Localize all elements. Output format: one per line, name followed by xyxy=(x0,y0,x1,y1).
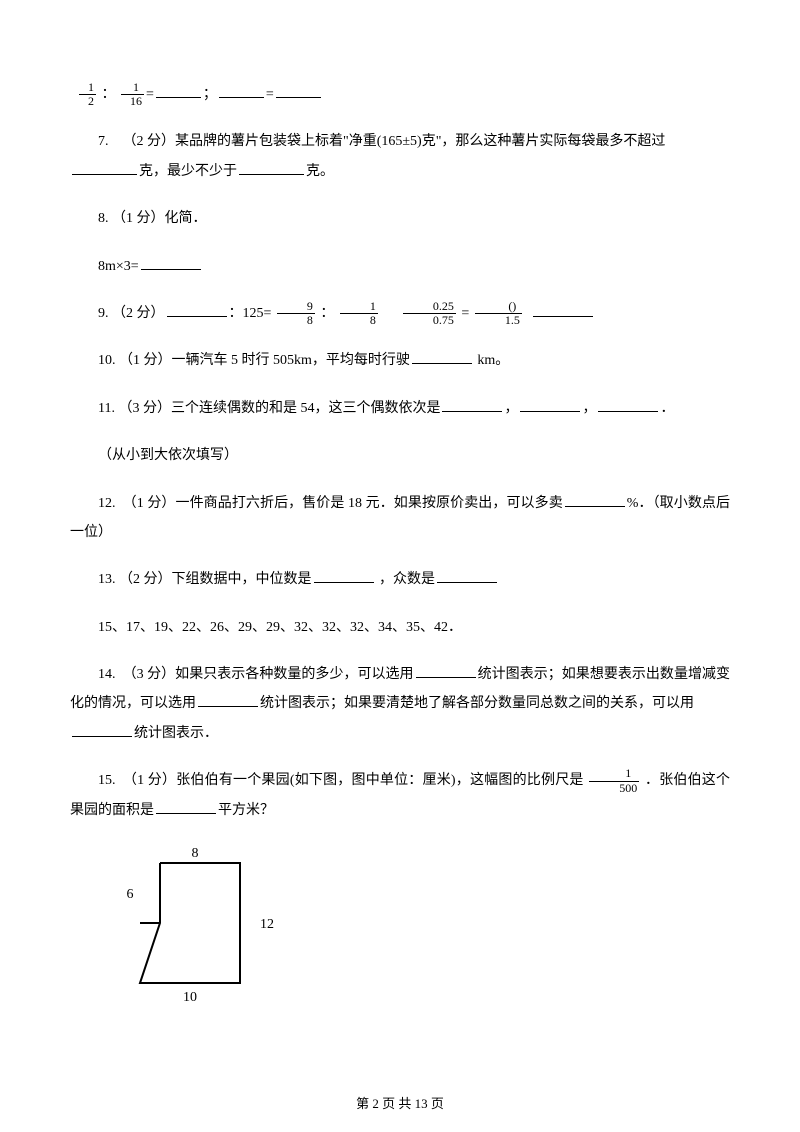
label: 9. xyxy=(98,306,109,321)
text: 某品牌的薯片包装袋上标着"净重(165±5)克"，那么这种薯片实际每袋最多不超过 xyxy=(175,134,665,149)
question-10: 10. （1 分）一辆汽车 5 时行 505km，平均每时行驶 km。 xyxy=(70,346,730,375)
text: 克。 xyxy=(306,164,334,179)
page: 1 2 ： 1 16 =；= 7. （2 分）某品牌的薯片包装袋上标着"净重(1… xyxy=(0,0,800,1132)
text: 下组数据中，中位数是 xyxy=(172,572,312,587)
points: （3 分） xyxy=(123,667,176,682)
expr: 8m×3= xyxy=(98,259,139,274)
text: 克，最少不少于 xyxy=(139,164,237,179)
fraction: ()1.5 xyxy=(475,300,522,327)
blank xyxy=(533,302,593,317)
label: 13. xyxy=(98,572,116,587)
fraction: 1500 xyxy=(589,767,639,794)
blank xyxy=(412,349,472,364)
text: 化简． xyxy=(165,211,207,226)
sep: ， xyxy=(582,401,596,416)
colon: ： xyxy=(102,87,116,102)
unit: km。 xyxy=(474,353,509,368)
question-13-data: 15、17、19、22、26、29、29、32、32、32、34、35、42． xyxy=(70,613,730,642)
label-left: 6 xyxy=(127,887,134,902)
label: 11. xyxy=(98,401,115,416)
label: 10. xyxy=(98,353,116,368)
text: 张伯伯有一个果园(如下图，图中单位：厘米)，这幅图的比例尺是 xyxy=(176,773,587,788)
eq: = xyxy=(461,306,469,321)
text: 如果只表示各种数量的多少，可以选用 xyxy=(175,667,413,682)
label-right: 12 xyxy=(260,917,274,932)
blank xyxy=(156,799,216,814)
label-bottom: 10 xyxy=(183,990,197,1005)
blank xyxy=(598,397,658,412)
page-footer: 第 2 页 共 13 页 xyxy=(0,1093,800,1112)
fraction: 18 xyxy=(340,300,378,327)
question-11: 11. （3 分）三个连续偶数的和是 54，这三个偶数依次是 ， ， ． xyxy=(70,394,730,423)
note: （从小到大依次填写） xyxy=(98,448,238,463)
footer-suffix: 页 xyxy=(428,1096,444,1111)
question-14: 14. （3 分）如果只表示各种数量的多少，可以选用统计图表示；如果想要表示出数… xyxy=(70,660,730,748)
question-9: 9. （2 分） ：125= 98 ： 18 0.250.75 = ()1.5 xyxy=(70,299,730,328)
question-12: 12. （1 分）一件商品打六折后，售价是 18 元．如果按原价卖出，可以多卖%… xyxy=(70,489,730,548)
points: （2 分） xyxy=(119,572,172,587)
end: ． xyxy=(660,401,674,416)
question-6-fragment: 1 2 ： 1 16 =；= xyxy=(70,80,730,109)
text: 平方米？ xyxy=(218,803,274,818)
sep: ， xyxy=(504,401,518,416)
fraction: 1 2 xyxy=(79,81,96,108)
text: 一件商品打六折后，售价是 18 元．如果按原价卖出，可以多卖 xyxy=(176,496,563,511)
label: 14. xyxy=(98,667,116,682)
text: 一辆汽车 5 时行 505km，平均每时行驶 xyxy=(172,353,410,368)
blank xyxy=(72,722,132,737)
blank xyxy=(219,83,264,98)
blank xyxy=(416,663,476,678)
text: 统计图表示；如果要清楚地了解各部分数量同总数之间的关系，可以用 xyxy=(260,696,694,711)
points: （3 分） xyxy=(118,401,171,416)
blank xyxy=(314,568,374,583)
label-top: 8 xyxy=(192,846,199,861)
points: （1 分） xyxy=(112,211,165,226)
colon: ： xyxy=(320,306,334,321)
points: （1 分） xyxy=(123,773,176,788)
blank xyxy=(276,83,321,98)
label: 8. xyxy=(98,211,109,226)
fraction: 1 16 xyxy=(121,81,144,108)
points: （1 分） xyxy=(123,496,176,511)
fraction: 98 xyxy=(277,300,315,327)
label: 12. xyxy=(98,496,116,511)
text: 三个连续偶数的和是 54，这三个偶数依次是 xyxy=(171,401,441,416)
orchard-figure: 8 6 12 10 xyxy=(110,843,730,1013)
question-7: 7. （2 分）某品牌的薯片包装袋上标着"净重(165±5)克"，那么这种薯片实… xyxy=(70,127,730,186)
question-8-expr: 8m×3= xyxy=(70,252,730,281)
text: ：125= xyxy=(229,306,272,321)
text: ，众数是 xyxy=(376,572,436,587)
blank xyxy=(72,160,137,175)
points: （2 分） xyxy=(123,134,176,149)
data: 15、17、19、22、26、29、29、32、32、32、34、35、42． xyxy=(98,620,462,635)
blank xyxy=(141,255,201,270)
blank xyxy=(437,568,497,583)
label: 15. xyxy=(98,773,116,788)
blank xyxy=(198,692,258,707)
blank xyxy=(167,302,227,317)
question-8: 8. （1 分）化简． xyxy=(70,204,730,233)
question-15: 15. （1 分）张伯伯有一个果园(如下图，图中单位：厘米)，这幅图的比例尺是 … xyxy=(70,766,730,825)
footer-prefix: 第 xyxy=(356,1096,372,1111)
text: 统计图表示． xyxy=(134,726,218,741)
fraction: 0.250.75 xyxy=(403,300,456,327)
blank xyxy=(156,83,201,98)
blank xyxy=(565,492,625,507)
question-13: 13. （2 分）下组数据中，中位数是 ，众数是 xyxy=(70,565,730,594)
blank xyxy=(442,397,502,412)
blank xyxy=(239,160,304,175)
footer-total: 13 xyxy=(415,1096,428,1111)
footer-mid: 页 共 xyxy=(379,1096,415,1111)
question-11-note: （从小到大依次填写） xyxy=(70,441,730,470)
points: （1 分） xyxy=(119,353,172,368)
blank xyxy=(520,397,580,412)
points: （2 分） xyxy=(112,306,165,321)
